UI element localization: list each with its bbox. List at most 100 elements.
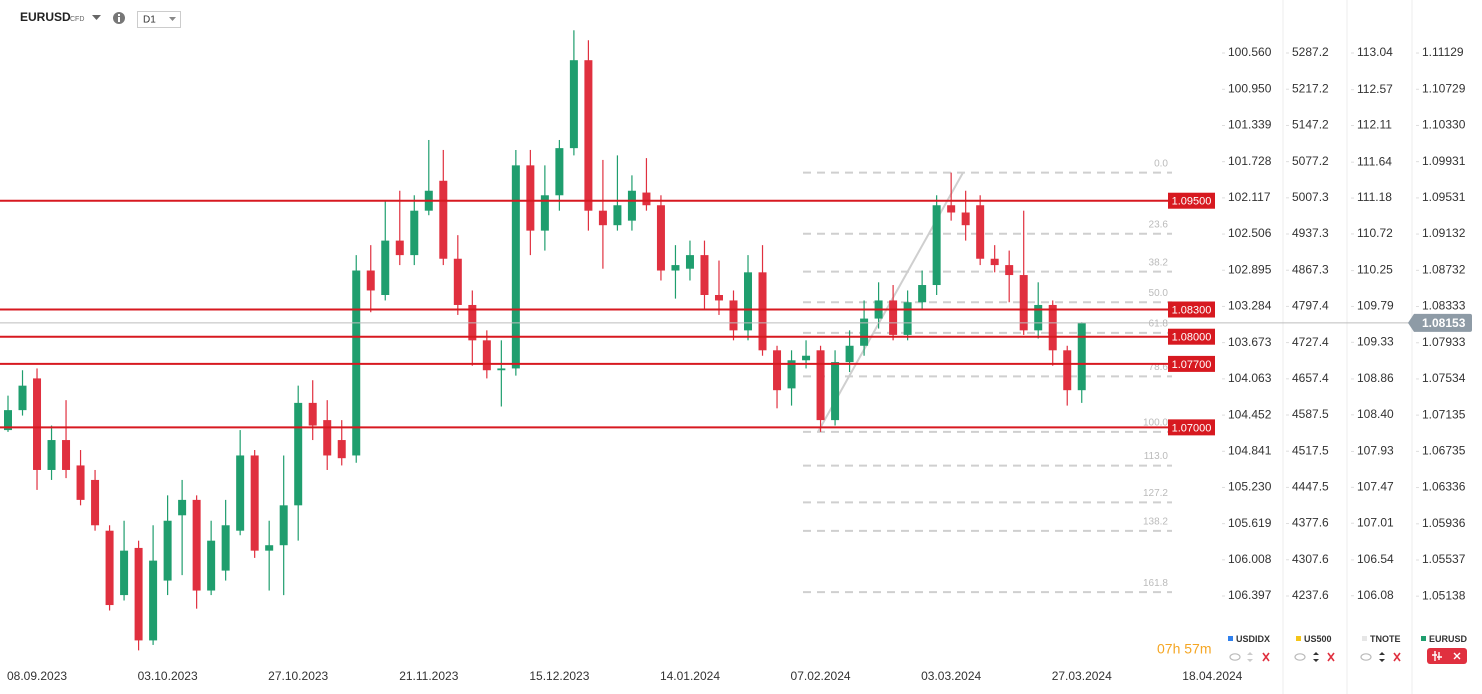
fib-label: 38.2 — [1149, 257, 1169, 268]
candle-body — [439, 180, 448, 259]
y-tick-label: 4797.4 — [1292, 299, 1329, 313]
y-tick-label: 101.339 — [1228, 118, 1272, 132]
y-tick-label: 4447.5 — [1292, 480, 1329, 494]
y-tick-label: 1.10729 — [1422, 81, 1466, 95]
candle-body — [33, 378, 42, 470]
y-tick-label: 102.117 — [1228, 190, 1271, 204]
fib-label: 161.8 — [1143, 578, 1168, 589]
y-tick-label: 102.506 — [1228, 226, 1272, 240]
candle-body — [555, 148, 564, 196]
legend-swatch — [1362, 636, 1367, 641]
candle-body — [802, 355, 811, 361]
candle-body — [207, 540, 216, 591]
candle-body — [947, 205, 956, 213]
level-label-bg — [1168, 328, 1215, 345]
y-tick-label: 1.08333 — [1422, 299, 1466, 313]
x-tick-label: 07.02.2024 — [791, 669, 851, 683]
y-tick-label: 1.06336 — [1422, 480, 1466, 494]
legend-swatch — [1228, 636, 1233, 641]
candle-body — [265, 545, 274, 551]
candle-body — [758, 272, 767, 351]
y-tick-label: 1.11129 — [1422, 45, 1464, 59]
candle-body — [990, 258, 999, 266]
candle-body — [105, 530, 114, 606]
y-tick-label: 1.07135 — [1422, 407, 1466, 421]
fib-label: 100.0 — [1143, 418, 1168, 429]
candle-body — [656, 205, 665, 271]
candle-body — [831, 362, 840, 421]
candle-body — [627, 190, 636, 221]
y-tick-label: 4307.6 — [1292, 552, 1329, 566]
legend-label: TNOTE — [1370, 634, 1401, 644]
candle-body — [366, 270, 375, 291]
candle-body — [294, 402, 303, 506]
timeframe-caret — [169, 17, 176, 21]
x-tick-label: 03.03.2024 — [921, 669, 981, 683]
candle-body — [889, 300, 898, 335]
candle-body — [395, 240, 404, 256]
y-tick-label: 104.841 — [1228, 443, 1272, 457]
x-tick-label: 27.10.2023 — [268, 669, 328, 683]
candle-body — [1048, 304, 1057, 351]
x-tick-label: 14.01.2024 — [660, 669, 720, 683]
level-label: 1.07000 — [1172, 422, 1212, 434]
plot-area: 0.0 23.6 38.2 50.0 61.8 78.6 100.0 113.0 127.2 13… — [4, 30, 1172, 651]
y-tick-label: 106.397 — [1228, 588, 1272, 602]
y-tick-label: 108.86 — [1357, 371, 1394, 385]
candle-body — [410, 210, 419, 256]
y-tick-label: 109.79 — [1357, 299, 1394, 313]
timeframe: D1 — [143, 15, 156, 26]
y-tick-label: 5217.2 — [1292, 81, 1329, 95]
candle-body — [497, 368, 506, 371]
candle-body — [511, 165, 520, 369]
candle-body — [642, 192, 651, 206]
level-label-bg — [1168, 419, 1215, 436]
candle-body — [91, 479, 100, 526]
dropdown-caret[interactable] — [92, 15, 101, 20]
level-label: 1.08300 — [1172, 304, 1212, 316]
candle-body — [250, 455, 259, 551]
y-tick-label: 104.063 — [1228, 371, 1272, 385]
y-tick-label: 110.72 — [1357, 226, 1393, 240]
candle-body — [178, 499, 187, 516]
candle-body — [584, 60, 593, 211]
y-tick-label: 100.560 — [1228, 45, 1272, 59]
candle-body — [62, 440, 71, 470]
y-tick-label: 4937.3 — [1292, 226, 1329, 240]
candle-body — [700, 255, 709, 295]
timeframe-select[interactable] — [137, 11, 181, 28]
symbol-tag: CFD — [70, 16, 84, 23]
candle-body — [773, 350, 782, 391]
y-tick-label: 111.64 — [1357, 154, 1392, 168]
y-tick-label: 107.47 — [1357, 480, 1394, 494]
candle-body — [76, 465, 85, 500]
candle-body — [1005, 265, 1014, 276]
y-tick-label: 1.06735 — [1422, 444, 1466, 458]
y-tick-label: 102.895 — [1228, 262, 1272, 276]
candle-body — [845, 345, 854, 363]
candle-body — [918, 285, 927, 303]
level-label: 1.09500 — [1172, 196, 1212, 208]
current-price-box — [1408, 313, 1472, 332]
y-tick-label: 4517.5 — [1292, 443, 1329, 457]
legend-label: USDIDX — [1236, 634, 1270, 644]
level-label-bg — [1168, 192, 1215, 209]
candle-body — [149, 560, 158, 641]
y-tick-label: 4377.6 — [1292, 516, 1329, 530]
level-label-bg — [1168, 355, 1215, 372]
candle-body — [236, 455, 245, 531]
y-tick-label: 112.11 — [1357, 118, 1392, 132]
candle-body — [192, 499, 201, 591]
candle-body — [526, 165, 535, 231]
candle-body — [120, 550, 129, 596]
x-tick-label: 03.10.2023 — [138, 669, 198, 683]
candle-body — [1063, 350, 1072, 391]
fib-label: 78.6 — [1149, 362, 1169, 373]
y-tick-label: 1.05936 — [1422, 516, 1466, 530]
fib-label: 113.0 — [1144, 451, 1169, 462]
legend-controls[interactable] — [1247, 648, 1467, 664]
y-tick-label: 1.09132 — [1422, 226, 1466, 240]
y-tick-label: 1.09531 — [1422, 190, 1466, 204]
